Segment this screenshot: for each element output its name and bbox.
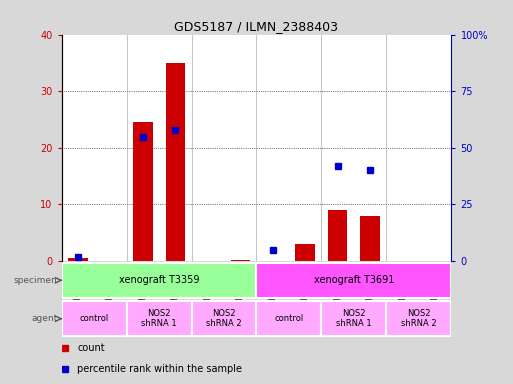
Text: NOS2
shRNA 2: NOS2 shRNA 2 — [401, 309, 437, 328]
Text: xenograft T3691: xenograft T3691 — [314, 275, 394, 285]
Text: control: control — [274, 314, 304, 323]
Text: specimen: specimen — [14, 276, 57, 285]
Bar — [230, 260, 250, 261]
Text: NOS2
shRNA 1: NOS2 shRNA 1 — [336, 309, 372, 328]
Bar — [191, 301, 256, 336]
Text: control: control — [80, 314, 109, 323]
Text: count: count — [77, 343, 105, 353]
Bar — [256, 301, 322, 336]
Bar — [133, 122, 152, 261]
Text: xenograft T3359: xenograft T3359 — [119, 275, 199, 285]
Text: agent: agent — [31, 314, 57, 323]
Bar — [295, 244, 315, 261]
Bar — [166, 63, 185, 261]
Bar — [322, 301, 386, 336]
Bar — [256, 263, 451, 298]
Bar — [68, 258, 88, 261]
Text: NOS2
shRNA 2: NOS2 shRNA 2 — [206, 309, 242, 328]
Bar — [127, 301, 191, 336]
Bar — [62, 263, 256, 298]
Text: NOS2
shRNA 1: NOS2 shRNA 1 — [141, 309, 177, 328]
Bar — [328, 210, 347, 261]
Title: GDS5187 / ILMN_2388403: GDS5187 / ILMN_2388403 — [174, 20, 339, 33]
Bar — [62, 301, 127, 336]
Bar — [386, 301, 451, 336]
Bar — [361, 216, 380, 261]
Text: percentile rank within the sample: percentile rank within the sample — [77, 364, 242, 374]
